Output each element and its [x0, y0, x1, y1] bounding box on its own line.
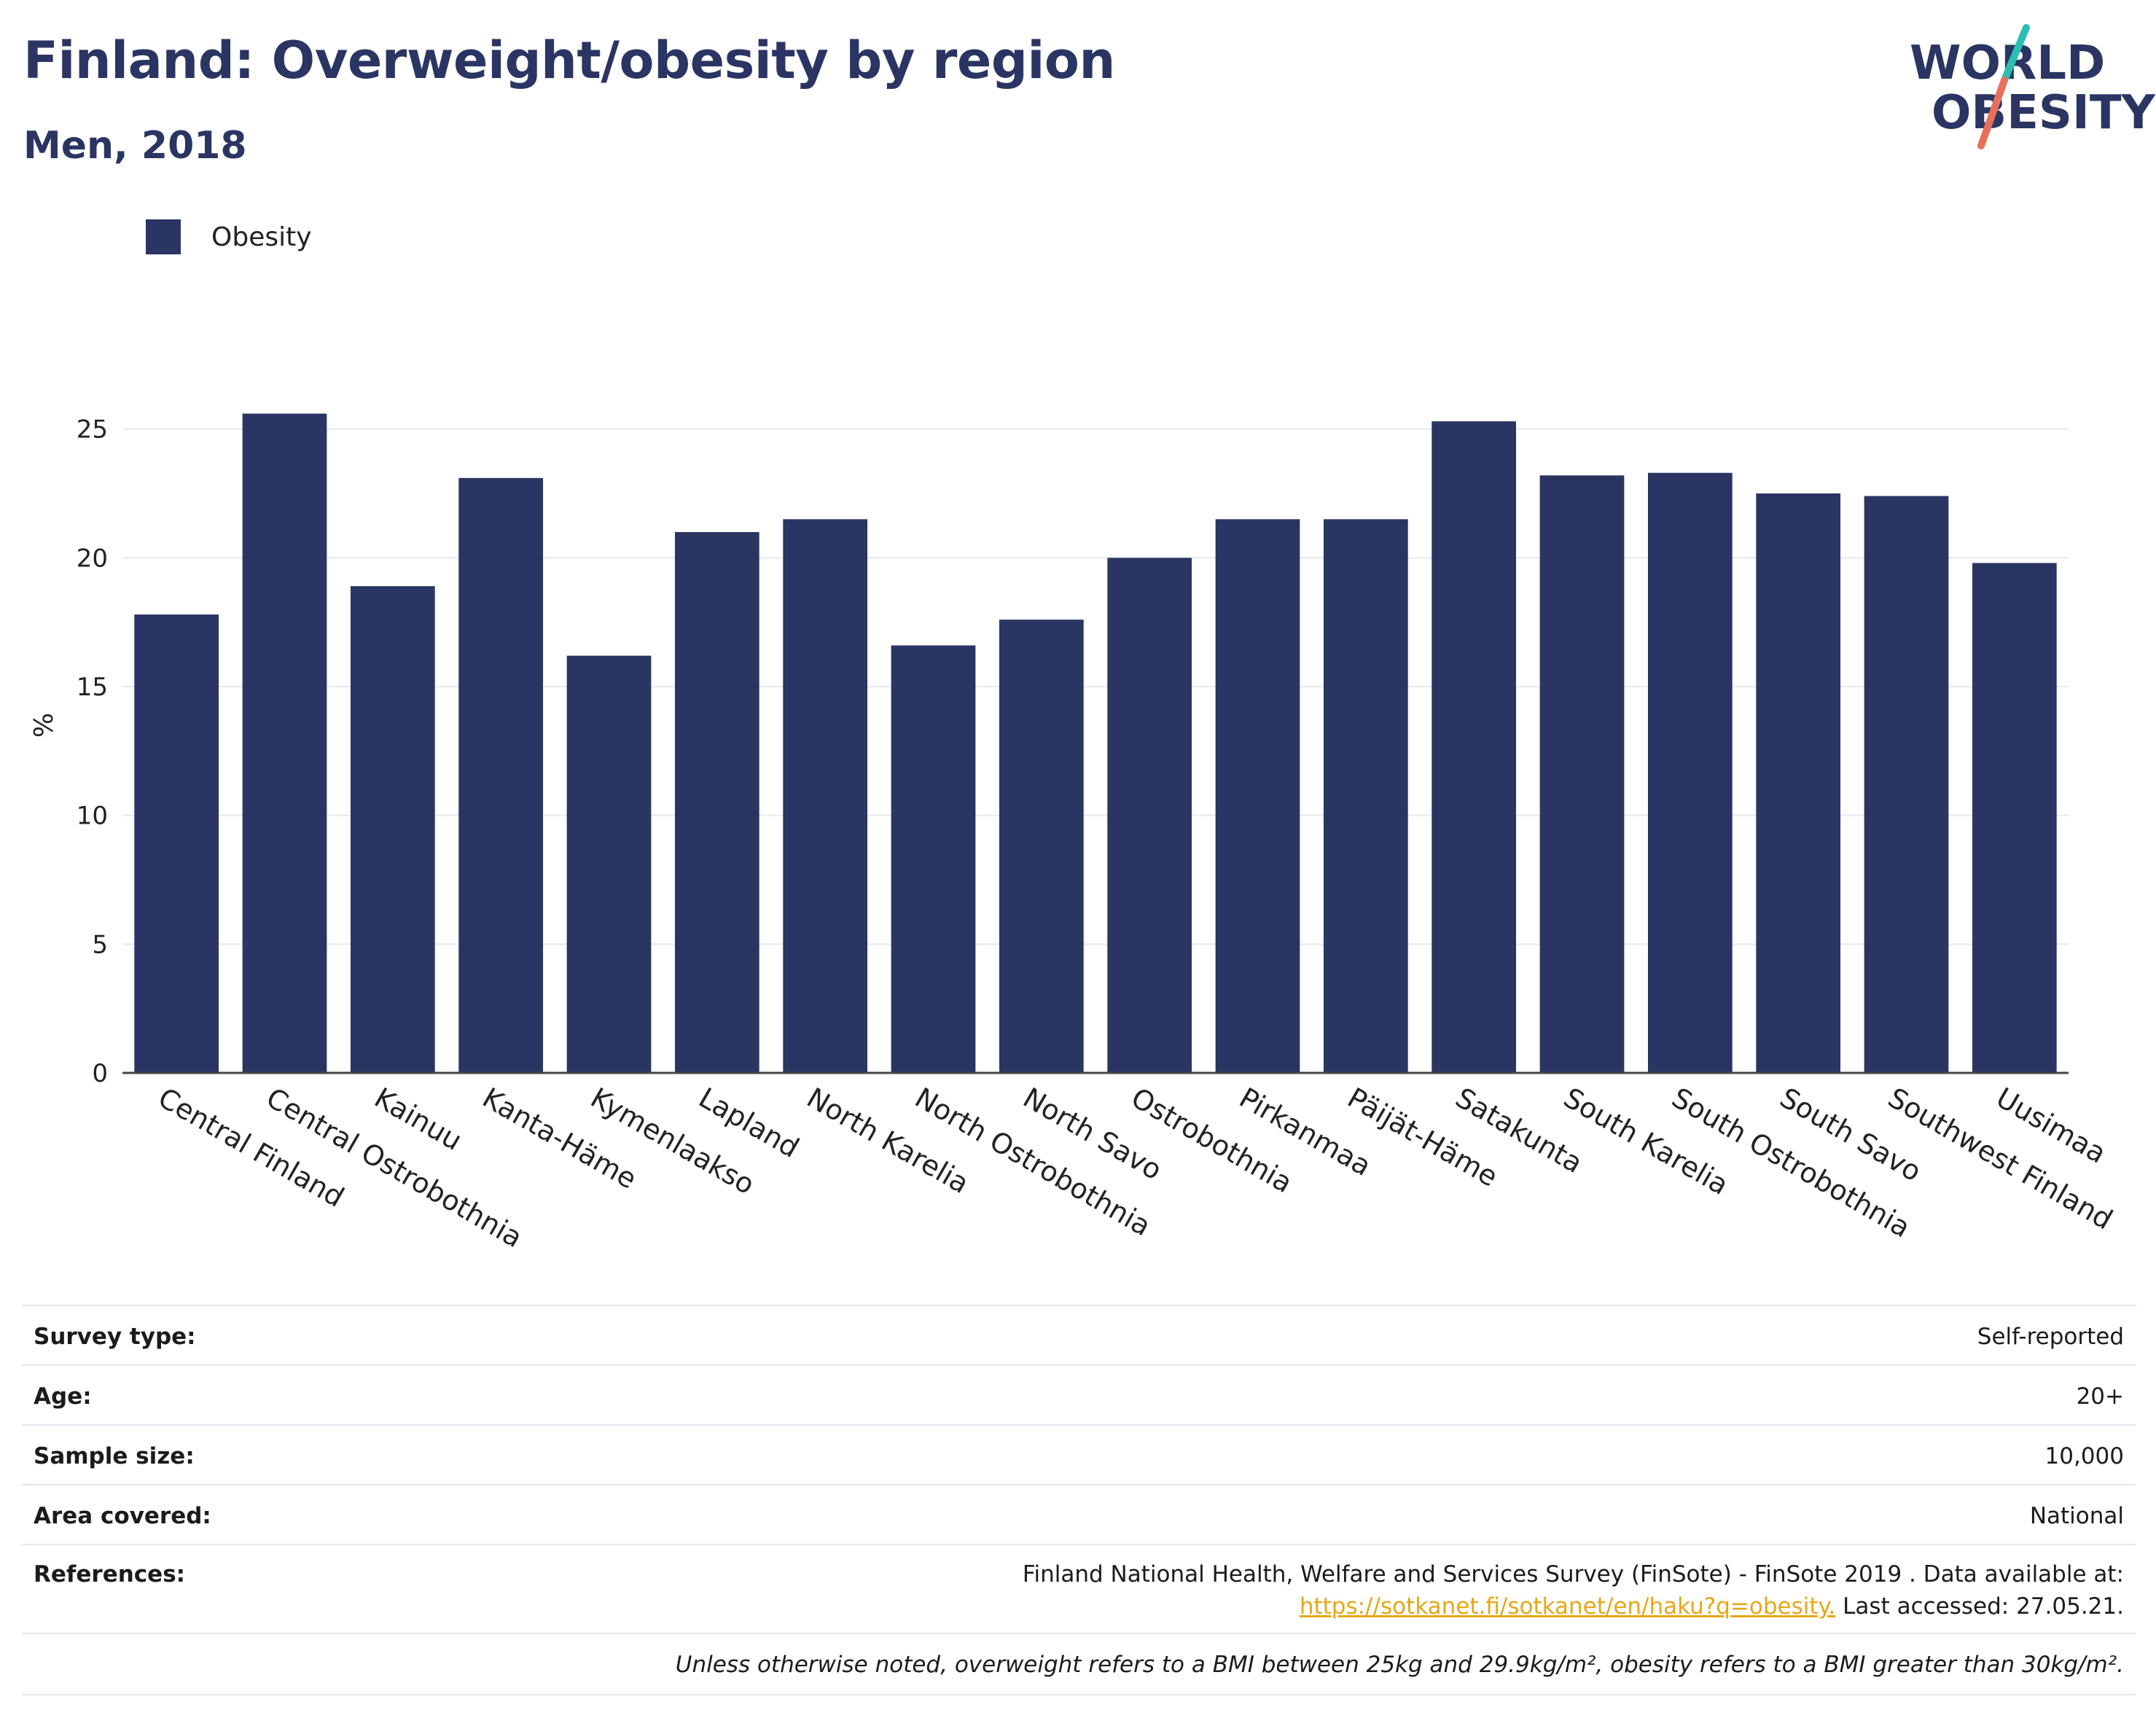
legend-swatch-obesity [146, 219, 181, 254]
bar [891, 645, 976, 1073]
chart-legend: Obesity [146, 217, 312, 257]
survey-type-label: Survey type: [34, 1324, 196, 1350]
area-label: Area covered: [34, 1503, 211, 1529]
legend-label-obesity: Obesity [211, 222, 312, 252]
logo-slash-icon [1977, 24, 2030, 149]
references-link[interactable]: https://sotkanet.fi/sotkanet/en/haku?q=o… [1299, 1593, 1836, 1620]
bar [566, 655, 652, 1073]
references-label: References: [34, 1561, 186, 1587]
info-row-area: Area covered: National [22, 1484, 2136, 1545]
bar [458, 477, 544, 1073]
bar [1756, 493, 1841, 1073]
y-tick-label: 15 [77, 673, 108, 702]
references-line-2: https://sotkanet.fi/sotkanet/en/haku?q=o… [1300, 1593, 2124, 1620]
bar [242, 413, 327, 1073]
bar [783, 519, 868, 1073]
bar [1432, 421, 1517, 1073]
bmi-note: Unless otherwise noted, overweight refer… [675, 1652, 2124, 1678]
logo-line-2: OBESITY [1932, 86, 2155, 140]
info-row-age: Age: 20+ [22, 1364, 2136, 1426]
bar [1864, 496, 1949, 1073]
info-row-references: References: Finland National Health, Wel… [22, 1544, 2136, 1634]
references-line-1: Finland National Health, Welfare and Ser… [1022, 1561, 2124, 1587]
world-obesity-logo: WORLD OBESITY [1895, 22, 2155, 153]
y-tick-label: 20 [77, 544, 108, 573]
info-row-survey-type: Survey type: Self-reported [22, 1305, 2136, 1366]
age-value: 20+ [2076, 1383, 2124, 1410]
page-subtitle: Men, 2018 [23, 124, 247, 168]
bar [1972, 563, 2057, 1073]
bar [1215, 519, 1300, 1073]
info-row-sample-size: Sample size: 10,000 [22, 1424, 2136, 1485]
page-title: Finland: Overweight/obesity by region [23, 31, 1115, 90]
references-accessed: Last accessed: 27.05.21. [1835, 1593, 2124, 1620]
bar [999, 620, 1084, 1073]
y-tick-label: 5 [92, 930, 108, 959]
bar [1323, 519, 1408, 1073]
area-value: National [2029, 1503, 2124, 1529]
bar [1539, 475, 1625, 1073]
y-tick-label: 10 [77, 802, 108, 831]
bar [350, 586, 435, 1073]
bar [674, 532, 759, 1073]
y-axis-label: % [29, 713, 59, 738]
y-tick-label: 25 [77, 415, 108, 445]
sample-size-label: Sample size: [34, 1443, 195, 1469]
age-label: Age: [34, 1383, 92, 1410]
bar [1107, 558, 1192, 1073]
sample-size-value: 10,000 [2044, 1443, 2124, 1469]
bar [134, 614, 219, 1073]
survey-type-value: Self-reported [1977, 1324, 2124, 1350]
x-tick-label: Central Finland [153, 1082, 350, 1214]
y-tick-label: 0 [92, 1059, 108, 1088]
info-row-note: Unless otherwise noted, overweight refer… [22, 1633, 2136, 1695]
bar [1647, 472, 1733, 1073]
